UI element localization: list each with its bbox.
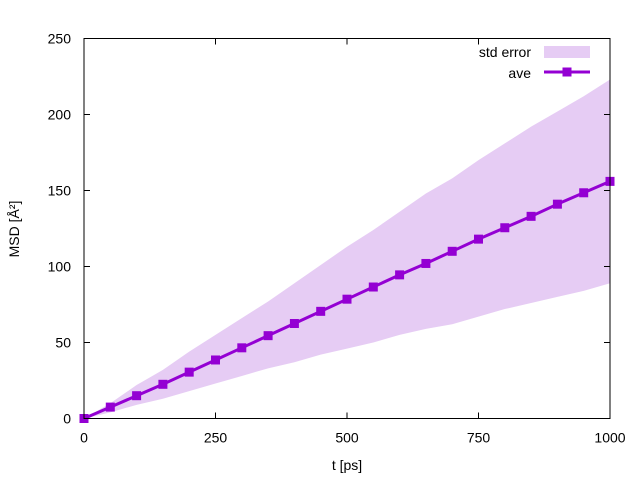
ave-point	[316, 306, 326, 316]
ave-point	[289, 319, 299, 328]
x-tick-label: 1000	[594, 430, 625, 446]
y-tick-label: 200	[48, 107, 72, 123]
y-axis-label: MSD [Å²]	[6, 201, 22, 258]
y-tick-label: 50	[55, 335, 71, 351]
tick-marks	[83, 38, 611, 419]
y-tick-label: 100	[48, 259, 72, 275]
ave-point	[579, 188, 589, 198]
ave-point	[421, 258, 431, 268]
ave-point	[211, 355, 220, 365]
y-tick-label: 150	[48, 183, 72, 199]
legend-swatch-ave-marker	[562, 67, 572, 77]
ave-point	[158, 379, 168, 389]
x-tick-label: 500	[335, 430, 359, 446]
x-tick-label: 250	[204, 430, 228, 446]
ave-point	[342, 294, 352, 304]
ave-point	[105, 402, 115, 412]
ave-point	[552, 199, 562, 209]
legend-label-std-error: std error	[479, 44, 531, 60]
ave-point	[368, 282, 378, 292]
std-error-band-layer	[84, 79, 610, 419]
legend: std error ave	[479, 44, 590, 81]
ave-point	[184, 367, 194, 377]
ave-point	[526, 211, 536, 221]
x-tick-label: 750	[467, 430, 491, 446]
y-tick-labels: 0 50 100 150 200 250	[48, 31, 72, 427]
x-axis-label: t [ps]	[332, 457, 362, 473]
ave-point	[474, 234, 483, 244]
x-tick-labels: 0 250 500 750 1000	[80, 430, 626, 446]
ave-point	[447, 246, 457, 256]
ave-point	[395, 270, 405, 280]
ave-point	[500, 223, 510, 233]
y-tick-label: 0	[63, 411, 71, 427]
ave-point	[263, 331, 273, 341]
legend-swatch-std-error	[544, 46, 590, 58]
y-tick-label: 250	[48, 31, 72, 47]
legend-label-ave: ave	[508, 65, 531, 81]
std-error-band	[84, 79, 610, 419]
ave-point	[237, 343, 247, 353]
x-tick-label: 0	[80, 430, 88, 446]
ave-point	[132, 391, 142, 401]
